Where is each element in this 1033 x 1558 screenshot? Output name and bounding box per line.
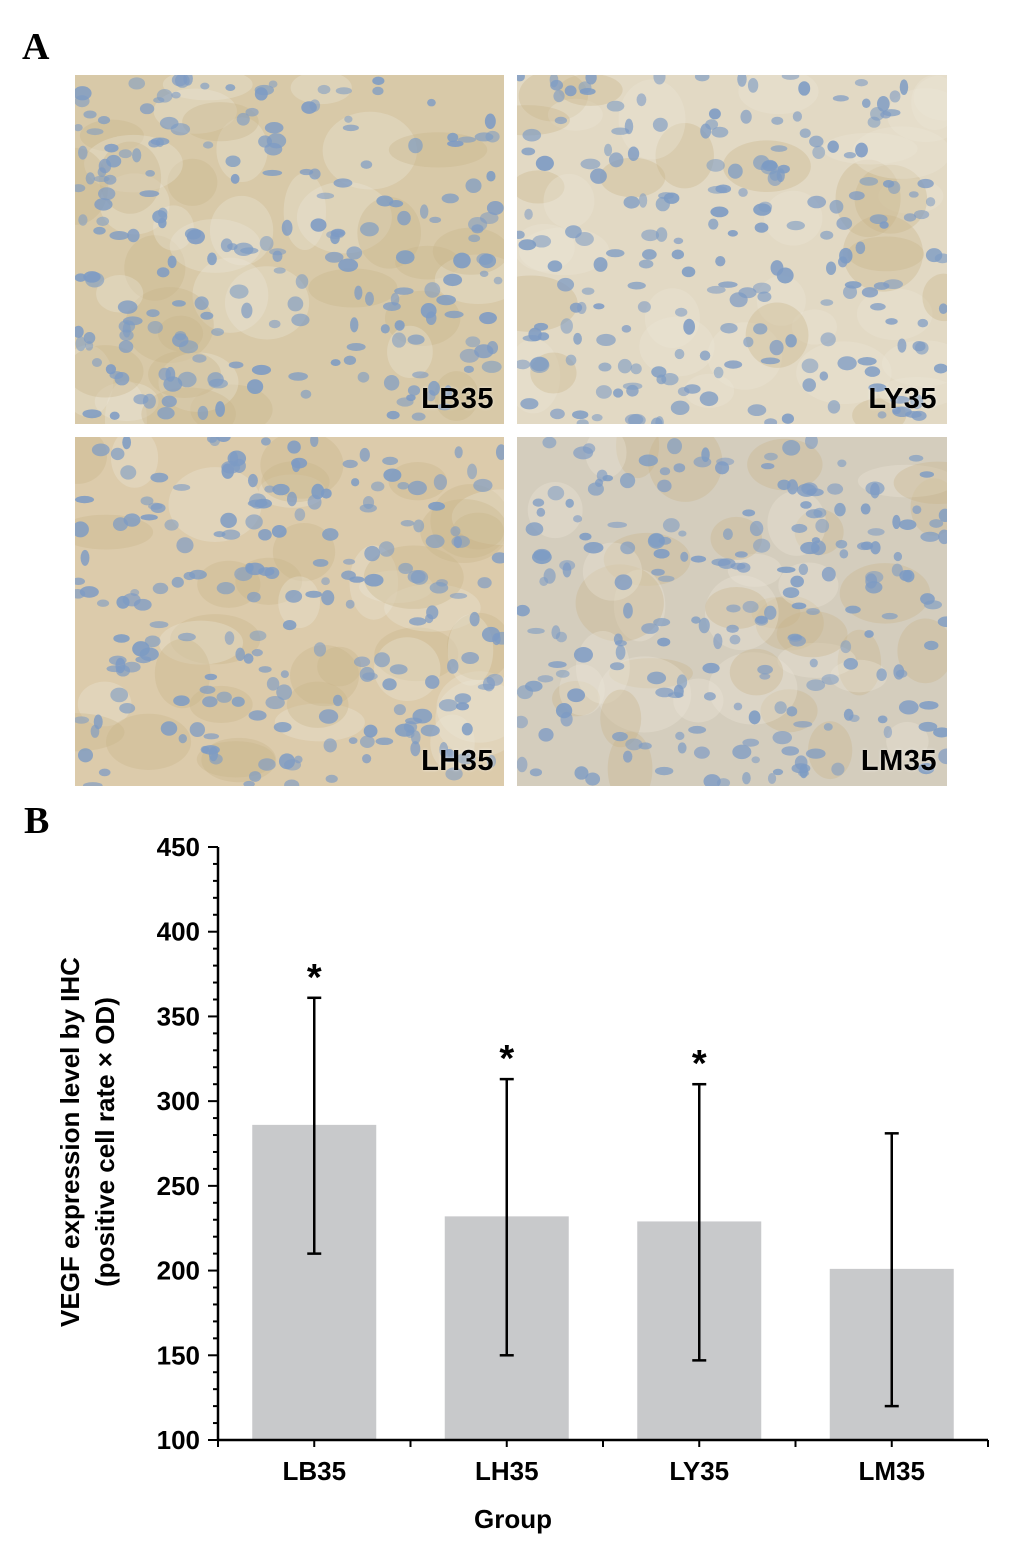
micrograph-cells <box>517 437 947 786</box>
significance-marker: * <box>307 957 322 999</box>
y-tick-label: 450 <box>157 832 200 862</box>
micrograph-cells <box>517 75 947 424</box>
panel-label-a: A <box>22 26 50 68</box>
micrograph-label: LB35 <box>421 383 494 415</box>
micrograph-label: LM35 <box>860 745 937 777</box>
x-tick-label: LB35 <box>282 1456 346 1486</box>
micrograph-label: LH35 <box>421 745 494 777</box>
y-tick-label: 250 <box>157 1171 200 1201</box>
y-axis-title-line1: VEGF expression level by IHC <box>55 957 85 1327</box>
x-tick-label: LH35 <box>475 1456 539 1486</box>
micrograph-lb35: LB35 <box>75 75 504 424</box>
micrograph-label: LY35 <box>868 383 937 415</box>
micrograph-texture <box>517 437 947 786</box>
y-tick-label: 150 <box>157 1340 200 1370</box>
micrograph-cells <box>75 437 504 786</box>
x-axis-title: Group <box>474 1504 552 1534</box>
bars-layer <box>252 1124 954 1440</box>
y-tick-label: 100 <box>157 1425 200 1455</box>
x-tick-label: LM35 <box>859 1456 925 1486</box>
significance-marker: * <box>499 1038 514 1080</box>
x-tick-label: LY35 <box>669 1456 729 1486</box>
micrograph-texture <box>75 437 504 786</box>
micrograph-lm35: LM35 <box>517 437 947 786</box>
micrograph-lh35: LH35 <box>75 437 504 786</box>
y-axis-title-line2: (positive cell rate × OD) <box>90 997 120 1287</box>
labels-layer: * LB35 * LH35 * LY35 LM35 100 150 200 250 300 350 400… <box>55 832 925 1534</box>
micrograph-cells <box>75 75 504 424</box>
micrograph-texture <box>75 75 504 424</box>
panel-label-b: B <box>24 800 50 842</box>
micrograph-texture <box>517 75 947 424</box>
micrograph-ly35: LY35 <box>517 75 947 424</box>
significance-marker: * <box>692 1043 707 1085</box>
y-tick-label: 400 <box>157 917 200 947</box>
y-tick-label: 350 <box>157 1001 200 1031</box>
y-tick-label: 300 <box>157 1086 200 1116</box>
y-tick-label: 200 <box>157 1256 200 1286</box>
axes-layer <box>208 846 989 1447</box>
error-bars-layer <box>307 996 899 1408</box>
